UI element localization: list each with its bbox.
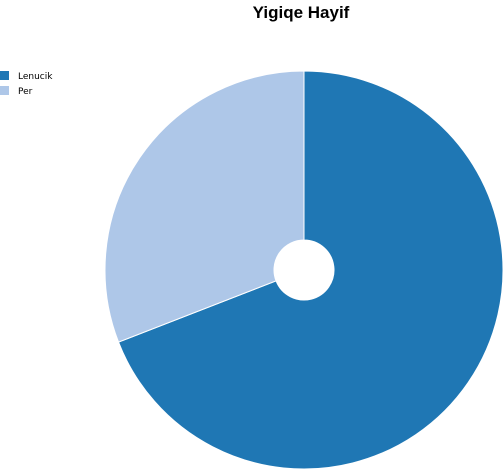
legend-swatch-per bbox=[0, 86, 9, 95]
pie-slice-lenucik bbox=[117, 70, 504, 470]
pie-slices bbox=[104, 70, 504, 470]
chart-title: Yigiqe Hayif bbox=[253, 3, 350, 22]
pie-slice-per bbox=[104, 70, 305, 343]
legend-swatch-lenucik bbox=[0, 71, 9, 80]
legend-label-lenucik: Lenucik bbox=[18, 72, 53, 82]
legend: Lenucik Per bbox=[0, 71, 53, 97]
legend-label-per: Per bbox=[18, 87, 33, 97]
